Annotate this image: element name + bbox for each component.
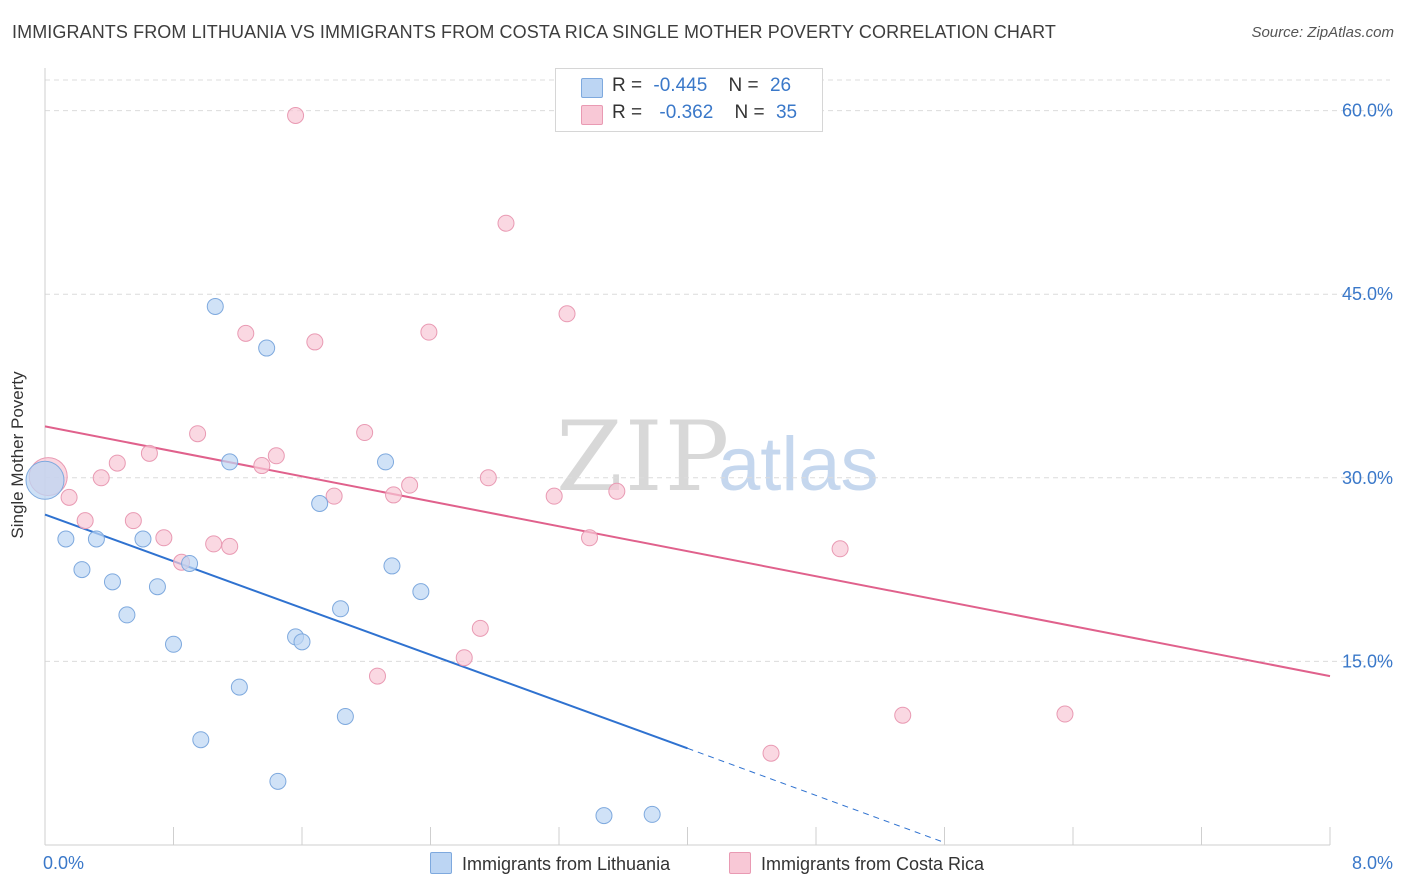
data-point-costa-rica — [762, 744, 780, 762]
data-point-costa-rica — [253, 457, 271, 475]
r-value: -0.445 — [653, 75, 708, 96]
data-point-costa-rica — [221, 537, 239, 555]
r-label: R = — [612, 75, 643, 96]
data-point-costa-rica — [287, 106, 305, 124]
data-point-lithuania — [595, 807, 613, 825]
data-point-costa-rica — [581, 529, 599, 547]
data-point-lithuania — [181, 554, 199, 572]
data-point-costa-rica — [558, 305, 576, 323]
data-point-costa-rica — [1056, 705, 1074, 723]
legend-label-lithuania: Immigrants from Lithuania — [462, 854, 671, 874]
data-point-lithuania — [118, 606, 136, 624]
data-point-costa-rica — [479, 469, 497, 487]
stats-legend: R = -0.445 N = 26 R = -0.362 N = 35 — [555, 68, 823, 132]
data-point-costa-rica — [325, 487, 343, 505]
source-credit: Source: ZipAtlas.com — [1251, 24, 1394, 41]
data-point-lithuania — [103, 573, 121, 591]
data-point-costa-rica — [306, 333, 324, 351]
y-tick-label: 45.0% — [1342, 284, 1393, 304]
data-point-costa-rica — [140, 444, 158, 462]
data-point-lithuania — [336, 707, 354, 725]
data-point-costa-rica — [368, 667, 386, 685]
data-point-costa-rica — [267, 447, 285, 465]
data-point-costa-rica — [108, 454, 126, 472]
chart-title: IMMIGRANTS FROM LITHUANIA VS IMMIGRANTS … — [12, 22, 1056, 42]
data-point-lithuania — [221, 453, 239, 471]
watermark-atlas: atlas — [718, 422, 879, 507]
data-point-costa-rica — [420, 323, 438, 341]
data-point-lithuania — [230, 678, 248, 696]
trendline-lithuania-extension — [687, 747, 945, 844]
data-point-costa-rica — [356, 424, 374, 442]
watermark-zip: ZIP — [556, 401, 731, 513]
n-label: N = — [734, 102, 765, 123]
n-value: 35 — [775, 102, 798, 123]
data-point-costa-rica — [831, 540, 849, 558]
lithuania-legend-swatch — [430, 852, 452, 874]
data-point-lithuania — [258, 339, 276, 357]
data-point-lithuania — [25, 460, 65, 500]
data-point-costa-rica — [385, 486, 403, 504]
y-tick-label: 15.0% — [1342, 651, 1393, 671]
data-point-costa-rica — [60, 488, 78, 506]
data-point-costa-rica — [471, 619, 489, 637]
trendline-lithuania — [44, 513, 688, 750]
data-point-costa-rica — [497, 214, 515, 232]
stats-legend-row-lithuania: R = -0.445 N = 26 — [581, 75, 792, 98]
data-point-lithuania — [206, 297, 224, 315]
data-point-lithuania — [73, 561, 91, 579]
r-value: -0.362 — [659, 102, 714, 123]
data-point-lithuania — [192, 731, 210, 749]
data-point-lithuania — [377, 453, 395, 471]
data-point-costa-rica — [545, 487, 563, 505]
legend-label-costa-rica: Immigrants from Costa Rica — [761, 854, 985, 874]
data-point-lithuania — [383, 557, 401, 575]
legend-item-costa-rica[interactable]: Immigrants from Costa Rica — [729, 852, 984, 875]
data-point-lithuania — [134, 530, 152, 548]
data-point-lithuania — [165, 635, 182, 653]
data-point-costa-rica — [455, 649, 473, 667]
data-point-costa-rica — [189, 425, 207, 443]
y-axis-label: Single Mother Poverty — [8, 371, 27, 539]
data-point-costa-rica — [237, 324, 255, 342]
data-point-lithuania — [311, 495, 329, 513]
data-point-costa-rica — [608, 482, 626, 500]
x-tick-label: 0.0% — [43, 853, 84, 873]
data-point-costa-rica — [894, 706, 912, 724]
data-point-lithuania — [148, 578, 166, 596]
data-point-costa-rica — [155, 529, 173, 547]
data-point-costa-rica — [205, 535, 223, 553]
stats-legend-row-costa-rica: R = -0.362 N = 35 — [581, 102, 798, 125]
n-value: 26 — [769, 75, 792, 96]
data-point-costa-rica — [76, 512, 94, 530]
legend-item-lithuania[interactable]: Immigrants from Lithuania — [430, 852, 670, 875]
y-tick-label: 60.0% — [1342, 101, 1393, 121]
data-point-lithuania — [269, 772, 287, 790]
costa-rica-swatch — [581, 105, 603, 125]
data-point-lithuania — [293, 633, 311, 651]
data-point-costa-rica — [92, 469, 110, 487]
y-tick-label: 30.0% — [1342, 468, 1393, 488]
data-point-costa-rica — [124, 512, 142, 530]
n-label: N = — [728, 75, 759, 96]
data-point-lithuania — [57, 530, 75, 548]
data-point-costa-rica — [401, 476, 419, 494]
costa-rica-legend-swatch — [729, 852, 751, 874]
data-point-lithuania — [412, 583, 430, 601]
r-label: R = — [612, 102, 643, 123]
data-point-lithuania — [87, 530, 105, 548]
data-point-lithuania — [643, 805, 661, 823]
x-tick-label: 8.0% — [1352, 853, 1393, 873]
data-point-lithuania — [332, 600, 350, 618]
lithuania-swatch — [581, 78, 603, 98]
